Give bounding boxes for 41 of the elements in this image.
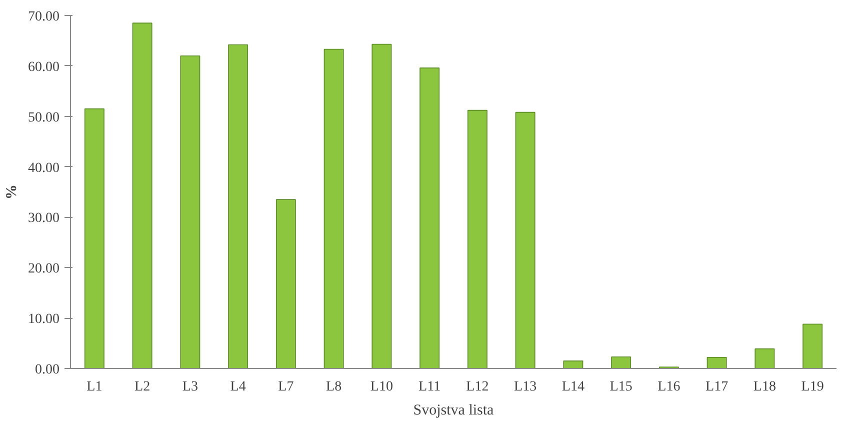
x-tick-label: L4: [230, 380, 246, 394]
x-tick-label: L18: [753, 380, 776, 394]
x-tick-label: L8: [326, 380, 342, 394]
bar: [420, 68, 440, 368]
x-tick-label: L14: [562, 380, 584, 394]
x-axis-title: Svojstva lista: [413, 402, 494, 418]
x-tick-label: L2: [134, 380, 150, 394]
y-tick-label: 70.00: [28, 10, 60, 24]
bar: [228, 44, 248, 368]
x-tick-label: L15: [610, 380, 632, 394]
bar: [180, 55, 200, 368]
x-tick-label: L16: [658, 380, 680, 394]
bar: [372, 44, 392, 368]
bar: [563, 360, 584, 368]
bar: [611, 356, 632, 368]
y-tick-label: 50.00: [28, 110, 60, 126]
x-tick-label: L10: [370, 380, 393, 394]
y-tick-label: 0.00: [35, 362, 60, 378]
y-axis-title: %: [4, 184, 20, 200]
x-tick-label: L3: [182, 380, 198, 394]
bar: [515, 112, 536, 368]
x-tick-label: L17: [706, 380, 728, 394]
x-tick-label: L11: [418, 380, 441, 394]
bar: [324, 48, 344, 368]
bar: [132, 22, 152, 368]
bar: [84, 108, 104, 368]
y-tick-label: 40.00: [28, 160, 60, 176]
bar: [467, 110, 488, 368]
bar: [754, 348, 775, 368]
y-tick-label: 60.00: [28, 60, 60, 75]
y-tick-label: 30.00: [28, 211, 60, 226]
bar: [802, 324, 823, 368]
x-tick-label: L12: [466, 380, 489, 394]
x-tick-label: L19: [801, 380, 824, 394]
y-tick-label: 10.00: [28, 312, 60, 328]
y-tick-label: 20.00: [28, 262, 60, 277]
x-tick-label: L13: [514, 380, 537, 394]
x-tick-label: L1: [86, 380, 102, 394]
bar: [706, 357, 727, 368]
x-tick-label: L7: [278, 380, 294, 394]
bar: [276, 199, 296, 368]
